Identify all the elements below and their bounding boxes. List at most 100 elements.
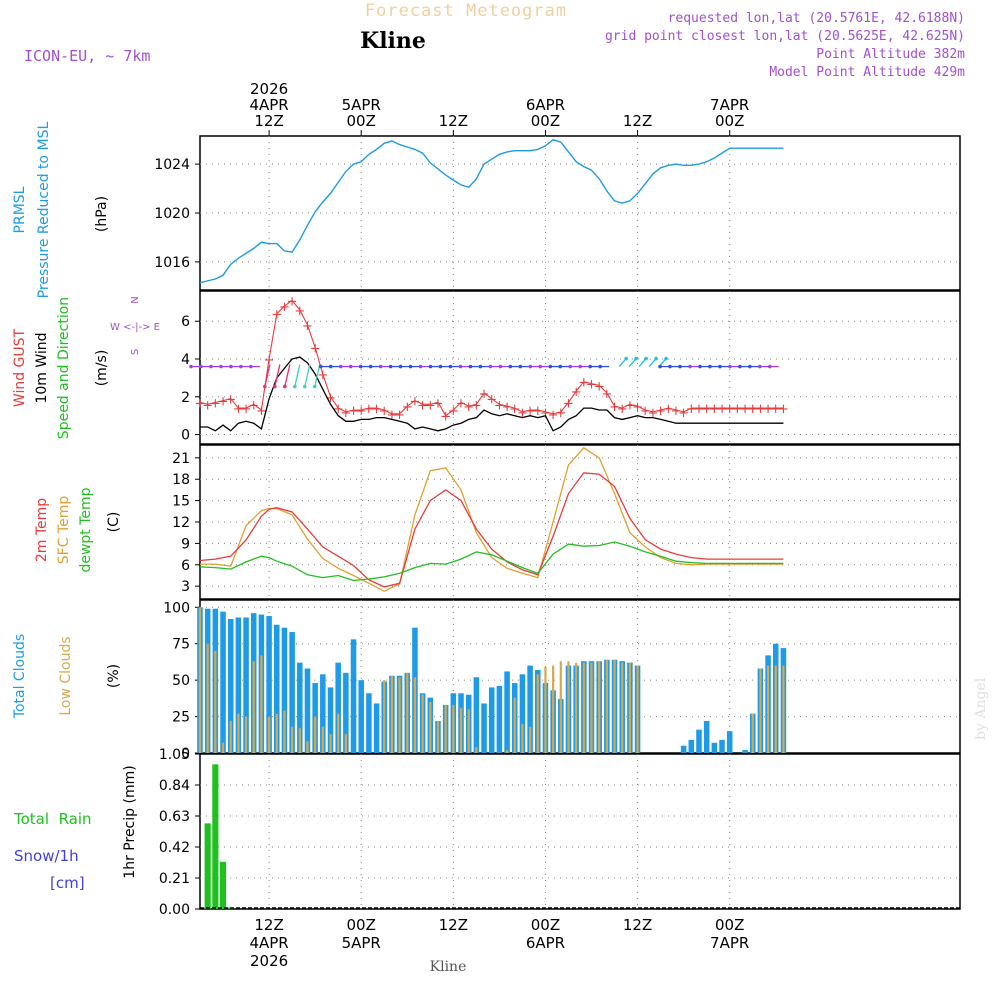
- arrow-head: [658, 364, 662, 369]
- label-low-clouds: Low Clouds: [58, 636, 74, 715]
- y-tick-label: 100: [163, 600, 190, 616]
- total-cloud-bar: [496, 685, 503, 753]
- bottom-time-label: 5APR: [342, 934, 381, 952]
- low-cloud-bar: [467, 709, 470, 753]
- arrow-head: [249, 364, 253, 369]
- arrow-head: [312, 384, 317, 389]
- gust-marker: +: [302, 319, 313, 334]
- arrow-head: [388, 364, 393, 369]
- wind-direction-arrow: [718, 364, 729, 369]
- rain-bar: [204, 823, 211, 909]
- model-label: ICON-EU, ~ 7km: [24, 47, 150, 65]
- low-cloud-bar: [337, 713, 340, 753]
- ylabel-c: (C): [106, 512, 122, 533]
- low-cloud-bar: [198, 607, 202, 753]
- gust-marker: +: [340, 406, 351, 421]
- total-cloud-bar: [703, 720, 710, 753]
- wind-direction-arrow: [328, 364, 340, 369]
- label-10m-wind: 10m Wind: [34, 332, 50, 403]
- arrow-head: [548, 364, 553, 369]
- gust-marker: +: [202, 398, 213, 413]
- arrow-head: [338, 364, 343, 369]
- bottom-time-label: 6APR: [526, 934, 565, 952]
- arrow-head: [418, 364, 423, 369]
- low-cloud-bar: [605, 659, 608, 753]
- gust-marker: +: [571, 385, 582, 400]
- gust-marker: +: [594, 379, 605, 394]
- y-tick-label: 3: [181, 579, 190, 595]
- y-tick-label: 0: [181, 746, 190, 762]
- low-cloud-bar: [398, 677, 401, 753]
- arrow-head: [624, 356, 628, 361]
- gust-marker: +: [386, 408, 397, 423]
- wind-direction-arrow: [648, 356, 658, 367]
- total-cloud-bar: [358, 680, 364, 753]
- gust-marker: +: [425, 398, 436, 413]
- gust-marker: +: [402, 400, 413, 415]
- low-cloud-bar: [406, 672, 409, 753]
- gust-marker: +: [264, 353, 275, 368]
- gust-marker: +: [763, 402, 774, 417]
- gust-marker: +: [233, 402, 244, 417]
- wind-direction-arrow: [498, 364, 510, 369]
- arrow-head: [728, 364, 732, 369]
- gust-marker: +: [517, 406, 528, 421]
- low-cloud-bar: [590, 662, 593, 753]
- top-time-label: 00Z: [715, 112, 744, 130]
- label-total-clouds: Total Clouds: [12, 634, 28, 719]
- panel-frame: [199, 753, 961, 910]
- y-tick-label: 1020: [154, 206, 190, 222]
- gust-marker: +: [248, 398, 259, 413]
- low-cloud-bar: [575, 662, 578, 753]
- total-cloud-bar: [680, 745, 687, 753]
- low-cloud-bar: [429, 702, 432, 753]
- gust-marker: +: [479, 387, 490, 402]
- wind-direction-arrow: [708, 364, 719, 369]
- arrow-head: [448, 364, 453, 369]
- wind-direction-arrow: [468, 364, 480, 369]
- arrow-head: [768, 364, 772, 369]
- gust-marker: +: [624, 398, 635, 413]
- label-2m-temp: 2m Temp: [34, 498, 50, 562]
- wind-speed-line: [200, 356, 784, 432]
- total-cloud-bar: [281, 627, 288, 753]
- low-cloud-bar: [383, 680, 386, 753]
- wind-direction-arrow: [263, 364, 271, 389]
- label-dewpt-temp: dewpt Temp: [78, 487, 94, 572]
- panel-label-temp: 2m Temp SFC Temp dewpt Temp (C): [34, 487, 122, 572]
- gust-marker: +: [655, 404, 666, 419]
- point-altitude: Point Altitude 382m: [816, 47, 965, 62]
- gust-marker: +: [256, 404, 267, 419]
- gust-marker: +: [686, 402, 697, 417]
- arrow-head: [348, 364, 353, 369]
- top-time-label: 2026: [250, 80, 288, 98]
- wind-direction-arrow: [738, 364, 749, 369]
- label-total-rain: Total Rain: [13, 810, 92, 828]
- bottom-time-label: 12Z: [439, 916, 468, 934]
- label-snow: Snow/1h: [14, 847, 79, 865]
- arrow-head: [558, 364, 563, 369]
- arrow-head: [568, 364, 573, 369]
- bottom-time-label: 00Z: [715, 916, 744, 934]
- low-cloud-bar: [521, 723, 524, 753]
- y-tick-label: 4: [181, 352, 190, 368]
- y-tick-label: 6: [181, 314, 190, 330]
- wind-direction-arrow: [302, 364, 311, 389]
- arrow-head: [644, 356, 648, 361]
- wind-direction-arrow: [658, 364, 670, 369]
- low-cloud-bar: [306, 741, 309, 753]
- y-tick-label: 50: [172, 673, 190, 689]
- wind-direction-arrow: [318, 364, 330, 369]
- gust-marker: +: [310, 342, 321, 357]
- gust-marker: +: [409, 395, 420, 410]
- wind-direction-arrow: [448, 364, 460, 369]
- low-cloud-bar: [636, 665, 639, 753]
- low-cloud-bar: [344, 734, 347, 753]
- arrow-head: [398, 364, 403, 369]
- top-time-label: 4APR: [249, 96, 288, 114]
- wind-direction-arrow: [478, 364, 490, 369]
- wind-direction-arrow: [189, 364, 200, 369]
- low-cloud-bar: [759, 668, 762, 753]
- arrow-head: [428, 364, 433, 369]
- gust-marker: +: [210, 396, 221, 411]
